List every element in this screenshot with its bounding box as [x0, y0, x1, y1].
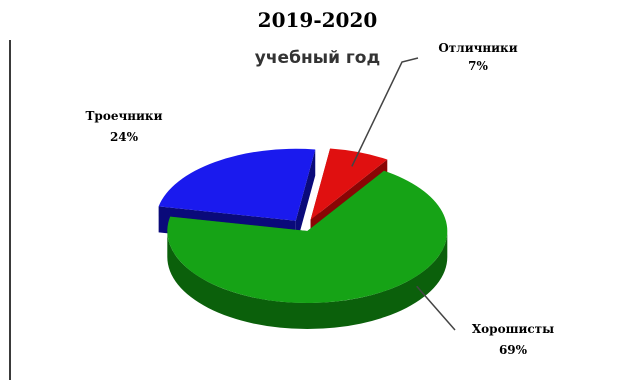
slice-good [167, 170, 448, 330]
left-border-line [9, 40, 11, 380]
label-excellent-pct: 7% [468, 59, 488, 73]
chart-subtitle: учебный год [254, 48, 381, 68]
leader-line-excellent [351, 57, 419, 167]
label-satisfactory-name: Троечники [86, 109, 163, 123]
leader-line-good [416, 285, 456, 331]
slice-satisfactory-top [158, 148, 316, 221]
chart-title: 2019-2020 [257, 8, 378, 32]
label-good-pct: 69% [499, 343, 528, 357]
label-satisfactory-pct: 24% [110, 130, 139, 144]
slice-good-side [167, 231, 448, 330]
label-excellent-name: Отличники [438, 41, 517, 55]
label-good-name: Хорошисты [472, 322, 554, 336]
slice-good-top [167, 170, 448, 304]
slice-excellent-top [310, 148, 388, 220]
slice-satisfactory-cut-face-1 [295, 149, 316, 247]
